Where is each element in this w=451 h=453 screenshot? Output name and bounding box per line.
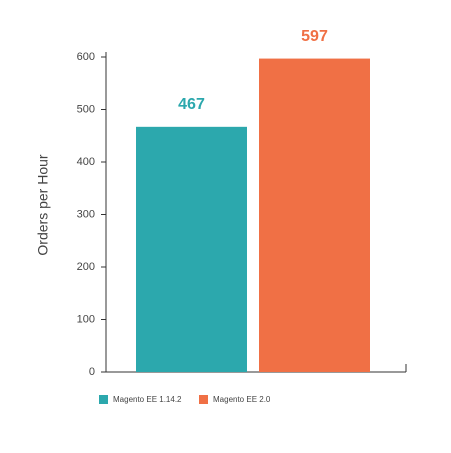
value-label: 467 [178,96,205,113]
y-tick-label: 400 [77,156,95,168]
y-tick-label: 600 [77,51,95,63]
bar [259,58,370,372]
legend-label: Magento EE 1.14.2 [113,395,182,404]
legend-swatch [199,395,208,404]
y-tick-label: 200 [77,261,95,273]
y-tick-label: 300 [77,208,95,220]
legend-label: Magento EE 2.0 [213,395,271,404]
legend-swatch [99,395,108,404]
y-tick-label: 0 [89,366,95,378]
value-label: 597 [301,28,328,45]
bar [136,126,247,372]
y-axis-label: Orders per Hour [35,154,51,255]
y-tick-label: 500 [77,103,95,115]
y-tick-label: 100 [77,313,95,325]
